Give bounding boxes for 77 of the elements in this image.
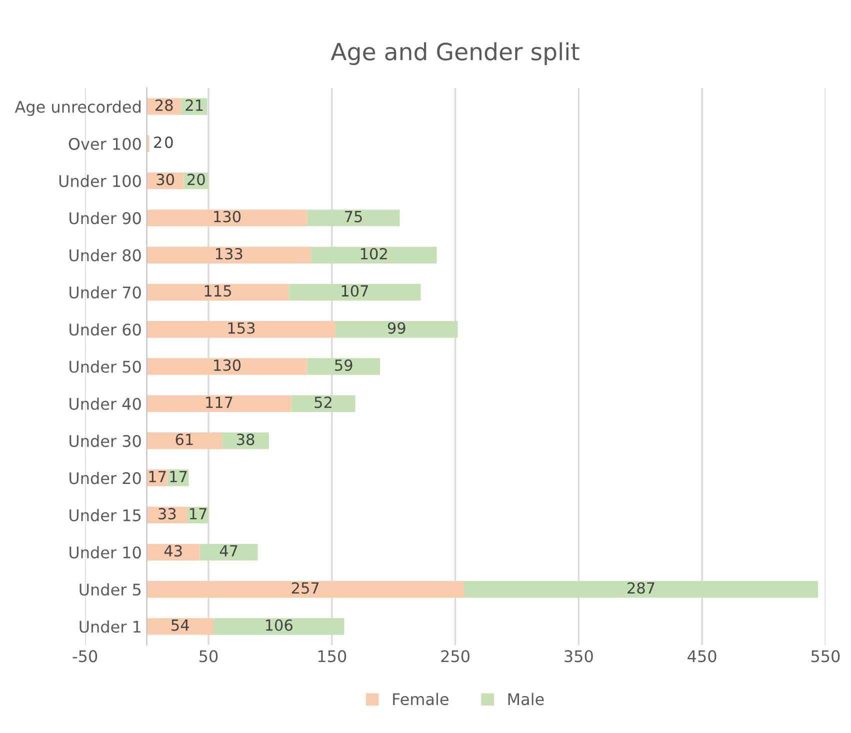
- bar: [146, 580, 464, 598]
- legend-label: Female: [393, 692, 448, 706]
- y-tick-label: Under 50: [70, 360, 141, 373]
- data-label: 2: [154, 136, 162, 148]
- data-label: 257: [292, 582, 319, 594]
- data-label: 130: [214, 210, 241, 222]
- bar: [181, 98, 208, 115]
- data-label: 43: [164, 545, 182, 557]
- bar: [146, 284, 289, 301]
- chart-title: Age and Gender split: [330, 42, 580, 66]
- data-label: 54: [172, 620, 189, 631]
- data-label: 107: [342, 285, 368, 297]
- data-label: 287: [628, 582, 654, 594]
- y-tick-label: Under 60: [70, 323, 141, 336]
- legend-label: Male: [508, 692, 544, 706]
- data-label: 117: [206, 396, 232, 408]
- data-label: 52: [314, 396, 332, 408]
- bar: [146, 618, 214, 635]
- y-tick-label: Under 10: [70, 546, 141, 558]
- y-tick-label: Under 1: [80, 620, 140, 633]
- y-tick-label: Under 90: [70, 212, 141, 224]
- data-label: 61: [176, 434, 193, 446]
- y-tick-label: Over 100: [68, 138, 141, 150]
- x-tick-label: 550: [811, 650, 840, 662]
- data-label: 130: [214, 359, 241, 371]
- x-tick-label: 150: [318, 650, 346, 662]
- y-tick-label: Under 20: [70, 472, 141, 484]
- bar: [146, 358, 308, 375]
- data-label: 99: [388, 322, 406, 334]
- y-tick-label: Under 100: [59, 174, 141, 188]
- bar: [288, 284, 421, 301]
- data-label: 30: [156, 174, 174, 186]
- bar: [213, 618, 344, 635]
- x-tick-label: 50: [200, 650, 218, 662]
- y-tick-label: Under 40: [70, 398, 141, 410]
- bar: [146, 432, 222, 450]
- bar: [146, 210, 308, 226]
- x-tick-label: 250: [441, 650, 470, 662]
- bar: [146, 506, 188, 524]
- y-tick-label: Under 30: [70, 434, 141, 448]
- x-tick-label: 350: [564, 650, 593, 662]
- data-label: 59: [335, 359, 352, 371]
- y-tick-label: Under 80: [70, 249, 141, 262]
- bar: [200, 544, 258, 561]
- y-tick-label: Age unrecorded: [14, 100, 140, 116]
- data-label: 0: [165, 136, 173, 148]
- x-tick-label: -50: [72, 650, 98, 662]
- data-label: 102: [360, 248, 387, 260]
- data-label: 33: [158, 508, 176, 520]
- data-label: 115: [204, 285, 231, 297]
- y-tick-label: Under 5: [80, 583, 141, 596]
- data-label: 17: [149, 470, 166, 482]
- bar: [310, 246, 437, 264]
- bar: [146, 395, 292, 412]
- data-label: 17: [170, 470, 187, 482]
- bar: [146, 321, 336, 338]
- x-tick-label: 450: [688, 650, 716, 662]
- data-label: 21: [186, 99, 203, 111]
- bar: [464, 580, 818, 598]
- data-label: 20: [188, 174, 205, 186]
- bar: [291, 395, 356, 412]
- bar: [222, 432, 269, 450]
- data-label: 106: [266, 619, 292, 631]
- bar: [307, 210, 400, 226]
- bar: [336, 321, 458, 338]
- bar: [307, 358, 380, 375]
- bar: [146, 246, 311, 264]
- y-tick-label: Under 15: [70, 508, 141, 522]
- data-label: 28: [155, 99, 173, 111]
- data-label: 17: [190, 508, 206, 520]
- data-label: 133: [216, 248, 242, 260]
- data-label: 75: [345, 211, 362, 222]
- data-label: 153: [228, 322, 255, 334]
- data-label: 38: [236, 434, 254, 446]
- y-tick-label: Under 70: [70, 286, 141, 299]
- data-label: 47: [220, 545, 238, 556]
- bar: [146, 544, 200, 561]
